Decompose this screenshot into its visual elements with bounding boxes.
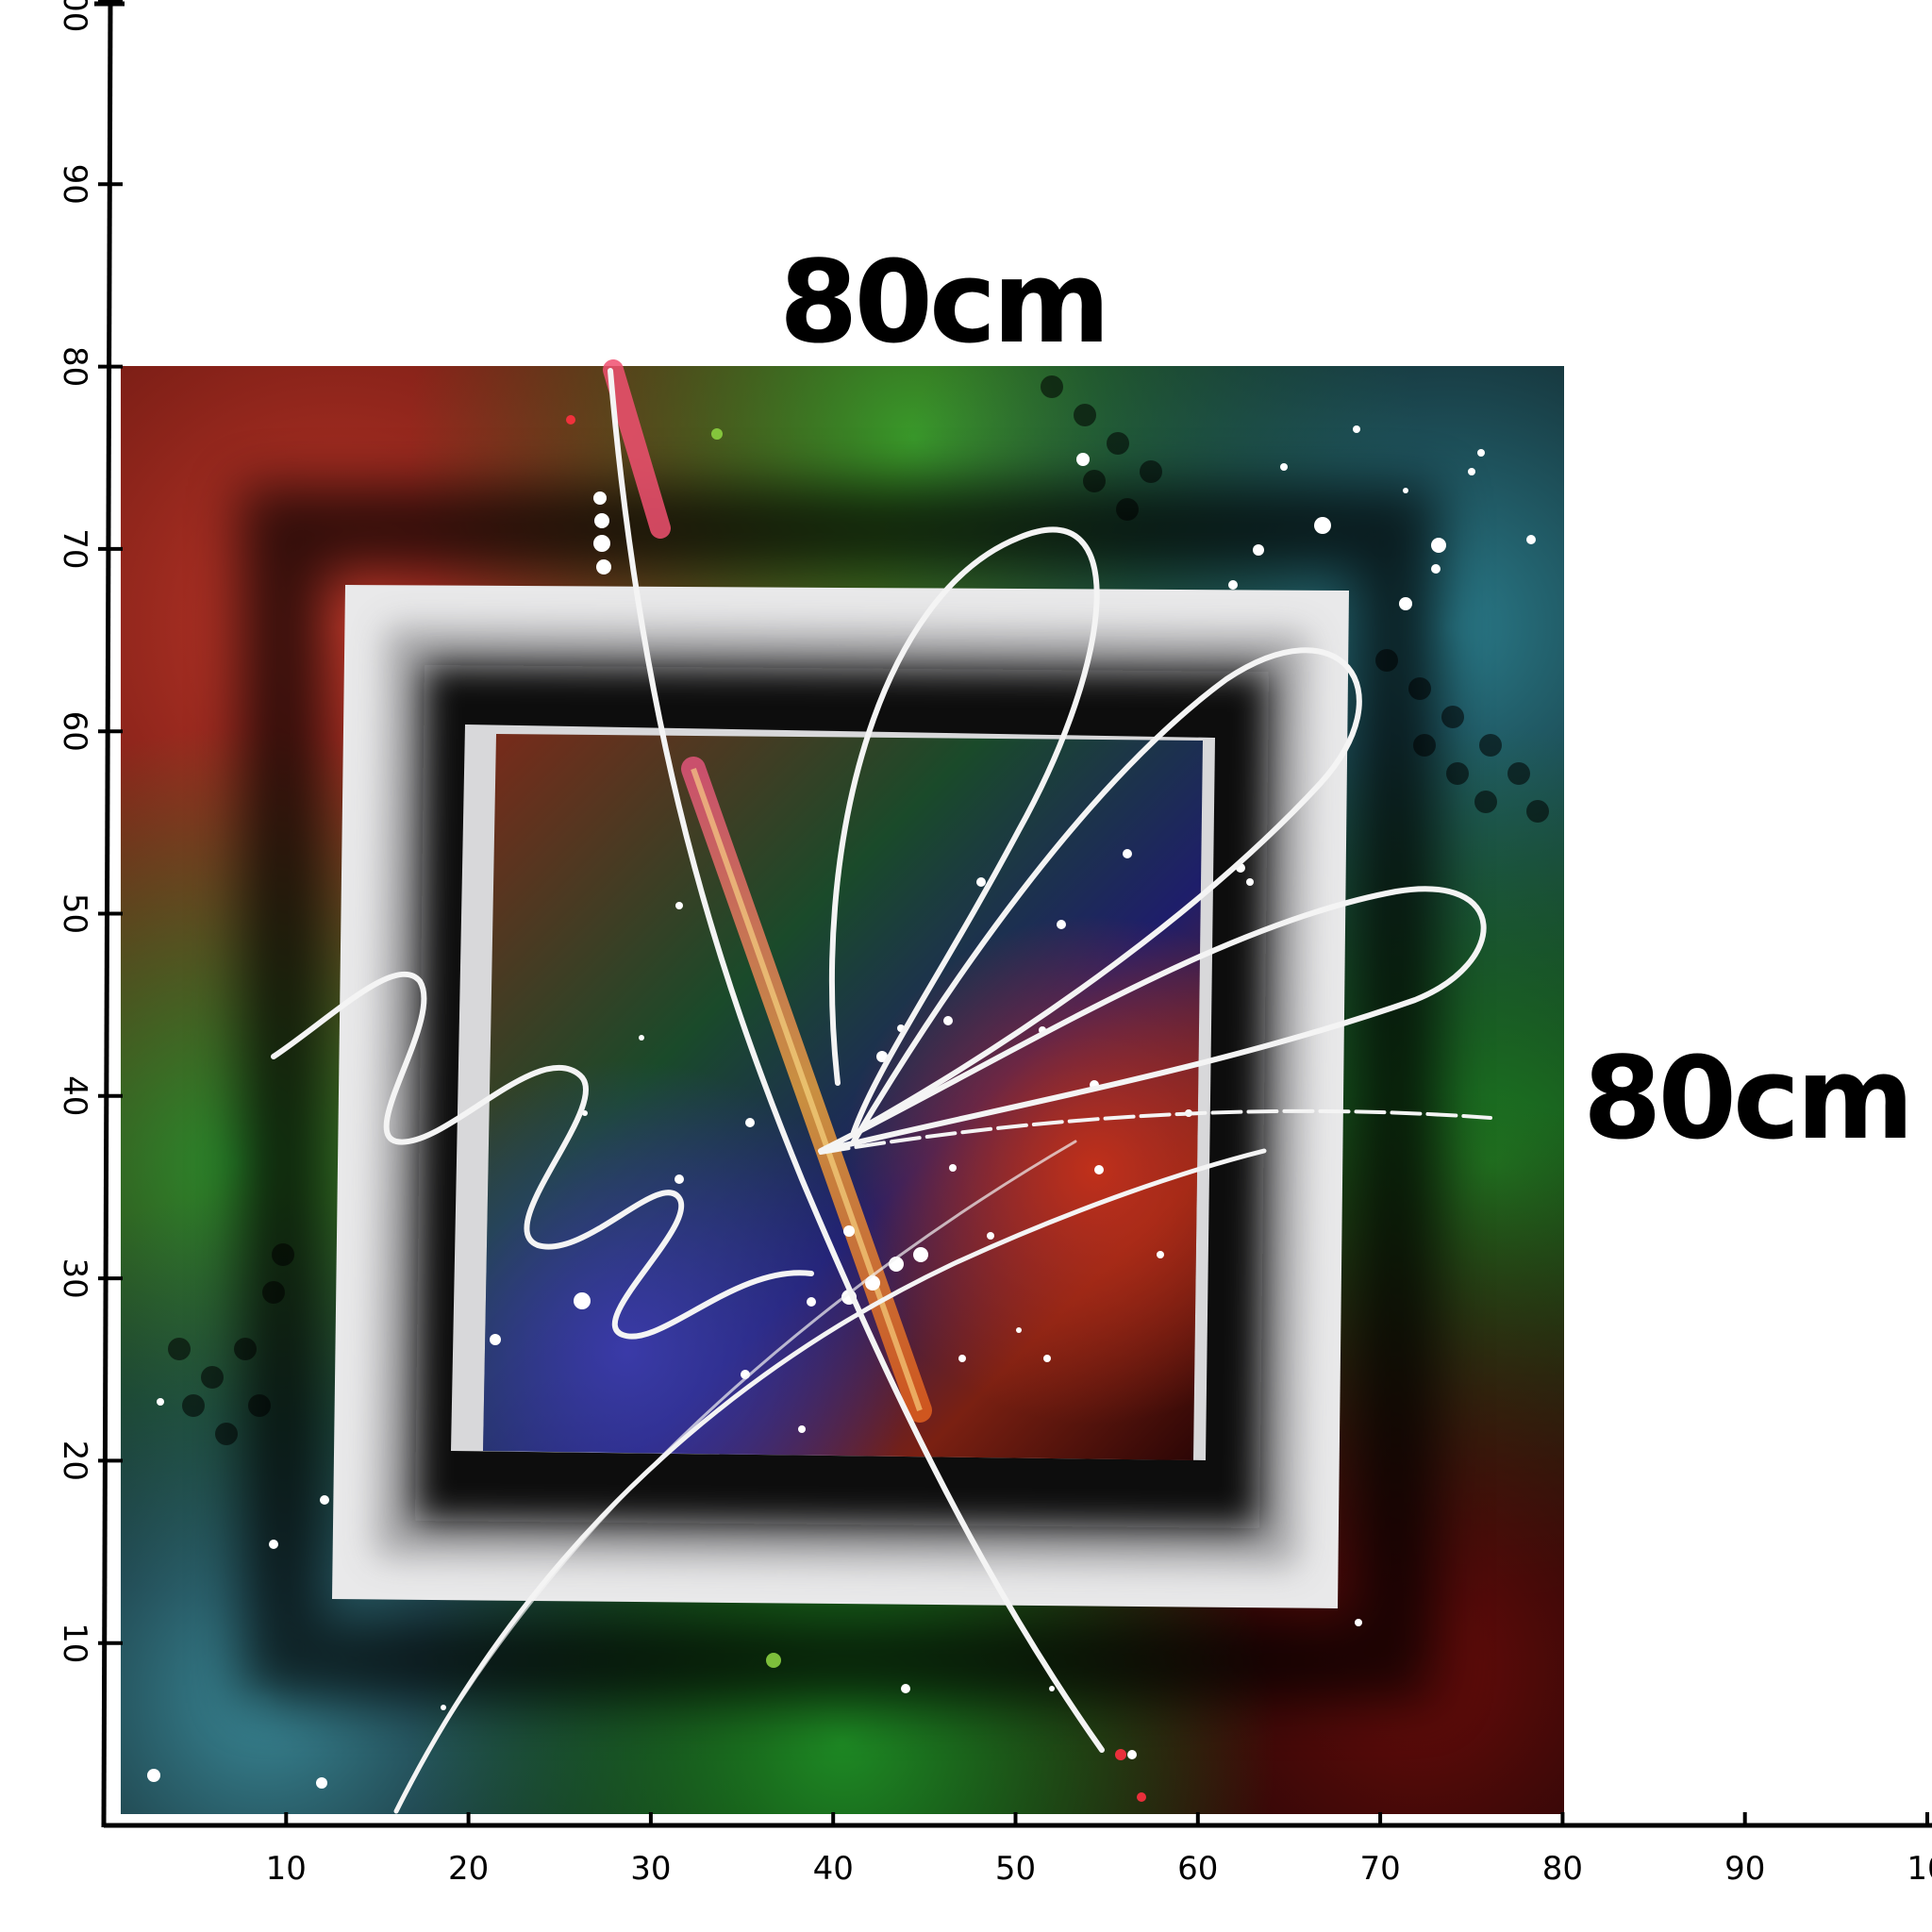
x-tick-label: 50 [995,1850,1036,1888]
height-dimension-label: 80cm [1583,1034,1914,1165]
x-tick-label: 70 [1359,1850,1400,1888]
x-tick-label: 60 [1177,1850,1218,1888]
y-tick-label: 80 [56,346,93,387]
x-tick-label: 10 [266,1850,307,1888]
y-tick-label: 60 [56,711,93,752]
y-tick-label: 100 [56,0,93,32]
y-tick-label: 10 [56,1623,93,1663]
width-dimension-label: 80cm [779,238,1110,369]
inner-square [451,724,1254,1460]
y-tick-label: 90 [56,164,93,205]
x-tick-label: 40 [813,1850,854,1888]
x-tick-label: 80 [1542,1850,1583,1888]
stencil-dots [168,375,1549,1445]
y-tick-label: 70 [56,528,93,569]
x-tick-label: 30 [630,1850,671,1888]
x-axis-ticks: 10 20 30 40 50 60 70 80 90 10 [266,1812,1932,1888]
y-tick-label: 50 [56,893,93,934]
x-tick-label: 90 [1724,1850,1765,1888]
y-tick-label: 30 [56,1257,93,1298]
y-axis-ticks: 10 20 30 40 50 60 70 80 90 100 [56,0,123,1663]
x-tick-label: 10 [1907,1850,1932,1888]
y-tick-label: 20 [56,1441,93,1481]
x-tick-label: 20 [448,1850,489,1888]
white-drip-lines [271,368,1492,1814]
y-tick-label: 40 [56,1075,93,1116]
